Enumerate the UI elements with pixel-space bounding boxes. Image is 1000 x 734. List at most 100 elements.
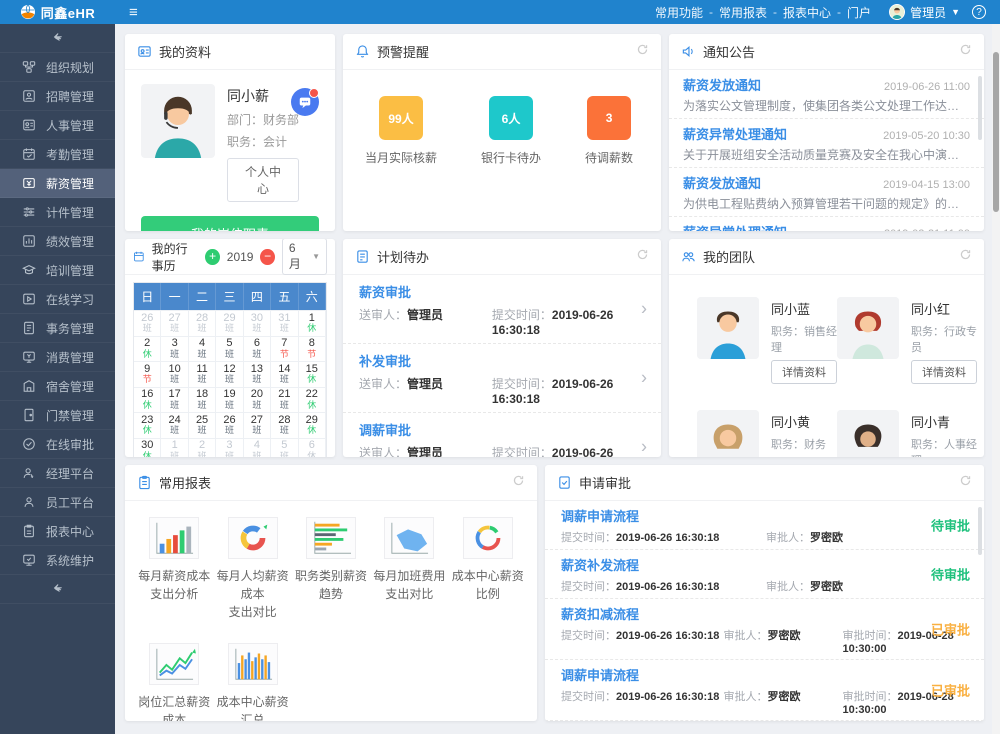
calendar-cell[interactable]: 19 班 — [216, 386, 244, 412]
calendar-cell[interactable]: 28 班 — [271, 412, 299, 438]
sidebar-item-piecework[interactable]: 计件管理 — [0, 198, 115, 227]
report-monthly-percapita-cost[interactable]: 每月人均薪资成本 支出对比 — [213, 517, 291, 621]
todo-item[interactable]: 薪资审批 送审人：管理员 提交时间：2019-06-26 16:30:18 › — [343, 275, 661, 344]
sidebar-item-consumption[interactable]: 消费管理 — [0, 343, 115, 372]
calendar-cell[interactable]: 30 休 — [134, 437, 162, 457]
refresh-icon[interactable] — [512, 474, 525, 492]
calendar-cell[interactable]: 14 班 — [271, 361, 299, 387]
card-scrollbar[interactable] — [978, 76, 982, 140]
sidebar-item-manager-platform[interactable]: 经理平台 — [0, 459, 115, 488]
approval-item[interactable]: 调薪申请流程 提交时间：2019-06-26 16:30:18 审批人：罗密欧 审批… — [545, 660, 984, 721]
refresh-icon[interactable] — [636, 43, 649, 61]
calendar-cell[interactable]: 20 班 — [243, 386, 272, 412]
refresh-icon[interactable] — [636, 248, 649, 266]
sidebar-item-attendance[interactable]: 考勤管理 — [0, 140, 115, 169]
sidebar-item-personnel[interactable]: 人事管理 — [0, 111, 115, 140]
page-scrollbar[interactable] — [992, 24, 1000, 734]
todo-title[interactable]: 补发审批 — [359, 354, 412, 369]
refresh-icon[interactable] — [959, 248, 972, 266]
my-duties-button[interactable]: 我的岗位职责 — [141, 216, 319, 231]
user-menu[interactable]: 管理员 ▼ — [889, 4, 960, 21]
collapse-hand-icon[interactable] — [0, 24, 115, 53]
card-scrollbar[interactable] — [978, 507, 982, 555]
nav-report-center[interactable]: 报表中心 — [783, 5, 832, 20]
calendar-cell[interactable]: 17 班 — [161, 386, 189, 412]
nav-common-functions[interactable]: 常用功能 — [655, 5, 704, 20]
calendar-cell[interactable]: 27 班 — [161, 310, 189, 336]
menu-toggle-icon[interactable]: ≡ — [129, 3, 138, 21]
sidebar-item-salary[interactable]: 薪资管理 — [0, 169, 115, 198]
sidebar-item-org-planning[interactable]: 组织规划 — [0, 53, 115, 82]
sidebar-item-elearning[interactable]: 在线学习 — [0, 285, 115, 314]
report-monthly-salary-cost[interactable]: 每月薪资成本 支出分析 — [135, 517, 213, 621]
report-position-salary-summary[interactable]: 岗位汇总薪资成本/岗位平均工资成本 — [135, 643, 213, 721]
sidebar-item-online-approval[interactable]: 在线审批 — [0, 430, 115, 459]
calendar-cell[interactable]: 29 休 — [298, 412, 326, 438]
todo-title[interactable]: 薪资审批 — [359, 285, 412, 300]
year-decrease-button[interactable]: − — [260, 248, 275, 265]
sidebar-item-training[interactable]: 培训管理 — [0, 256, 115, 285]
year-increase-button[interactable]: + — [205, 248, 220, 265]
notice-title[interactable]: 薪资异常处理通知 — [683, 222, 787, 231]
approval-item[interactable]: 调薪申请流程 提交时间：2019-06-26 16:30:18 审批人：罗密欧 待… — [545, 501, 984, 550]
calendar-cell[interactable]: 24 班 — [161, 412, 189, 438]
todo-item[interactable]: 补发审批 送审人：管理员 提交时间：2019-06-26 16:30:18 › — [343, 344, 661, 413]
approval-title[interactable]: 薪资扣减流程 — [561, 607, 640, 622]
refresh-icon[interactable] — [959, 43, 972, 61]
calendar-cell[interactable]: 15 休 — [298, 361, 326, 387]
approval-title[interactable]: 薪资补发流程 — [561, 558, 640, 573]
notice-item[interactable]: 薪资发放通知 2019-04-15 13:00 为供电工程贴费纳入预算管理若干问题… — [669, 168, 984, 217]
report-jobtype-salary-trend[interactable]: 职务类别薪资 趋势 — [292, 517, 370, 621]
notice-title[interactable]: 薪资发放通知 — [683, 176, 762, 191]
sidebar-item-access-control[interactable]: 门禁管理 — [0, 401, 115, 430]
calendar-cell[interactable]: 30 班 — [243, 310, 272, 336]
notice-item[interactable]: 薪资发放通知 2019-06-26 11:00 为落实公文管理制度，使集团各类公文… — [669, 70, 984, 119]
calendar-cell[interactable]: 12 班 — [216, 361, 244, 387]
nav-portal[interactable]: 门户 — [847, 5, 872, 20]
approval-item[interactable]: 薪资补发流程 提交时间：2019-06-26 16:30:18 审批人：罗密欧 待… — [545, 550, 984, 599]
calendar-cell[interactable]: 29 班 — [216, 310, 244, 336]
calendar-cell[interactable]: 11 班 — [188, 361, 217, 387]
sidebar-item-system-maintenance[interactable]: 系统维护 — [0, 546, 115, 575]
todo-title[interactable]: 调薪审批 — [359, 423, 412, 438]
month-select[interactable]: 6月 ▼ — [281, 239, 327, 275]
calendar-cell[interactable]: 21 班 — [271, 386, 299, 412]
notice-title[interactable]: 薪资异常处理通知 — [683, 127, 788, 142]
refresh-icon[interactable] — [959, 474, 972, 492]
calendar-cell[interactable]: 22 休 — [298, 386, 326, 412]
approval-title[interactable]: 调薪申请流程 — [561, 509, 640, 524]
report-monthly-overtime-cost[interactable]: 每月加班费用 支出对比 — [370, 517, 448, 621]
calendar-cell[interactable]: 25 班 — [188, 412, 217, 438]
sidebar-item-dormitory[interactable]: 宿舍管理 — [0, 372, 115, 401]
sidebar-item-recruitment[interactable]: 招聘管理 — [0, 82, 115, 111]
calendar-cell[interactable]: 18 班 — [188, 386, 217, 412]
expand-hand-icon[interactable] — [0, 575, 115, 604]
member-detail-button[interactable]: 详情资料 — [911, 360, 977, 384]
alert-bankcard-pending[interactable]: 6人 银行卡待办 — [481, 96, 541, 166]
member-detail-button[interactable]: 详情资料 — [771, 360, 837, 384]
sidebar-item-affairs[interactable]: 事务管理 — [0, 314, 115, 343]
message-icon[interactable] — [291, 88, 319, 116]
sidebar-item-report-center[interactable]: 报表中心 — [0, 517, 115, 546]
calendar-cell[interactable]: 26 班 — [134, 310, 162, 336]
report-costcenter-salary-summary[interactable]: 成本中心薪资汇总/成本中心人均薪资 — [213, 643, 291, 721]
approval-title[interactable]: 调薪申请流程 — [561, 668, 640, 683]
calendar-cell[interactable]: 28 班 — [188, 310, 217, 336]
scrollbar-thumb[interactable] — [993, 52, 999, 212]
